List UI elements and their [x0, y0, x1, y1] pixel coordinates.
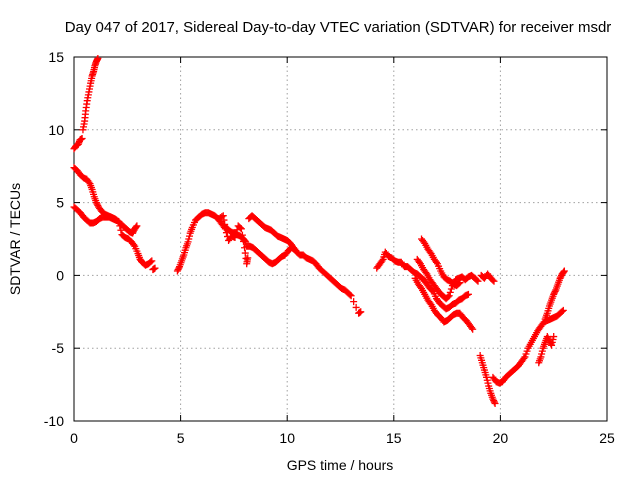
data-point	[222, 229, 230, 237]
data-point	[490, 398, 498, 406]
y-tick-label: 5	[56, 195, 64, 211]
data-point	[469, 325, 477, 333]
data-point	[444, 293, 452, 301]
series-arc-7	[215, 212, 252, 268]
series-arc-3	[70, 164, 141, 237]
data-point	[346, 291, 354, 299]
x-tick-label: 10	[279, 430, 295, 446]
axis-ticks	[73, 56, 608, 422]
data-point	[489, 276, 497, 284]
data-point	[455, 280, 463, 288]
series-arc-4	[70, 203, 156, 269]
data-point	[491, 400, 499, 408]
data-point	[551, 287, 559, 295]
data-point	[468, 324, 476, 332]
series-arc-1	[70, 135, 86, 153]
series-arc-6	[173, 209, 250, 275]
data-point	[232, 230, 240, 238]
data-point	[490, 277, 498, 285]
data-point	[116, 222, 124, 230]
data-point	[547, 340, 555, 348]
y-tick-label: 0	[56, 267, 64, 283]
data-point	[241, 249, 249, 257]
plot-frame	[73, 56, 608, 422]
series-arc-18	[541, 267, 568, 323]
data-point	[558, 307, 566, 315]
series-arc-10	[373, 248, 472, 313]
data-point	[147, 258, 155, 266]
series-arc-11	[411, 274, 477, 333]
data-point	[238, 231, 246, 239]
data-point	[221, 220, 229, 228]
data-point	[94, 54, 102, 62]
data-point	[291, 245, 299, 253]
data-point	[445, 292, 453, 300]
data-point	[133, 222, 141, 230]
data-point	[115, 218, 123, 226]
data-point	[219, 212, 227, 220]
series-arc-16	[489, 306, 567, 387]
y-tick-label: 15	[48, 49, 64, 65]
data-point	[151, 264, 159, 272]
data-point	[78, 135, 86, 143]
y-tick-label: 10	[48, 122, 64, 138]
data-point	[464, 290, 472, 298]
series-arc-2	[79, 54, 102, 134]
x-axis-label: GPS time / hours	[287, 457, 394, 473]
series-arc-17	[535, 333, 558, 367]
series-arc-9	[243, 242, 299, 268]
data-point	[350, 298, 358, 306]
data-point	[236, 224, 244, 232]
series-arc-8	[245, 212, 365, 317]
data-point	[132, 223, 140, 231]
grid	[74, 57, 607, 421]
data-point	[352, 303, 360, 311]
data-point	[560, 268, 568, 276]
data-point	[474, 277, 482, 285]
data-point	[244, 254, 252, 262]
data-points	[70, 54, 568, 408]
y-tick-labels: -10 -5 0 5 10 15	[44, 49, 64, 429]
x-tick-label: 20	[493, 430, 509, 446]
chart-title: Day 047 of 2017, Sidereal Day-to-day VTE…	[65, 19, 612, 36]
data-point	[239, 237, 247, 245]
y-tick-label: -10	[44, 413, 64, 429]
x-tick-label: 0	[70, 430, 78, 446]
data-point	[231, 234, 239, 242]
data-point	[357, 308, 365, 316]
data-point	[456, 279, 464, 287]
x-tick-label: 15	[386, 430, 402, 446]
data-point	[432, 258, 440, 266]
x-tick-label: 25	[599, 430, 615, 446]
data-point	[130, 241, 138, 249]
data-point	[447, 285, 455, 293]
data-point	[520, 354, 528, 362]
data-point	[221, 225, 229, 233]
data-point	[117, 226, 125, 234]
y-tick-label: -5	[52, 340, 65, 356]
data-point	[473, 276, 481, 284]
data-point	[560, 267, 568, 275]
data-point	[378, 257, 386, 265]
data-point	[446, 288, 454, 296]
data-point	[550, 333, 558, 341]
series-arc-5	[149, 264, 159, 274]
data-point	[559, 306, 567, 314]
data-point	[237, 225, 245, 233]
x-tick-label: 5	[177, 430, 185, 446]
series-arc-15	[476, 351, 499, 408]
data-point	[148, 257, 156, 265]
y-axis-label: SDTVAR / TECUs	[7, 183, 23, 295]
series-arc-14	[477, 270, 498, 285]
data-point	[220, 216, 228, 224]
data-point	[347, 292, 355, 300]
x-tick-labels: 0 5 10 15 20 25	[70, 430, 615, 446]
data-point	[175, 264, 183, 272]
series-arc-13	[418, 235, 464, 290]
